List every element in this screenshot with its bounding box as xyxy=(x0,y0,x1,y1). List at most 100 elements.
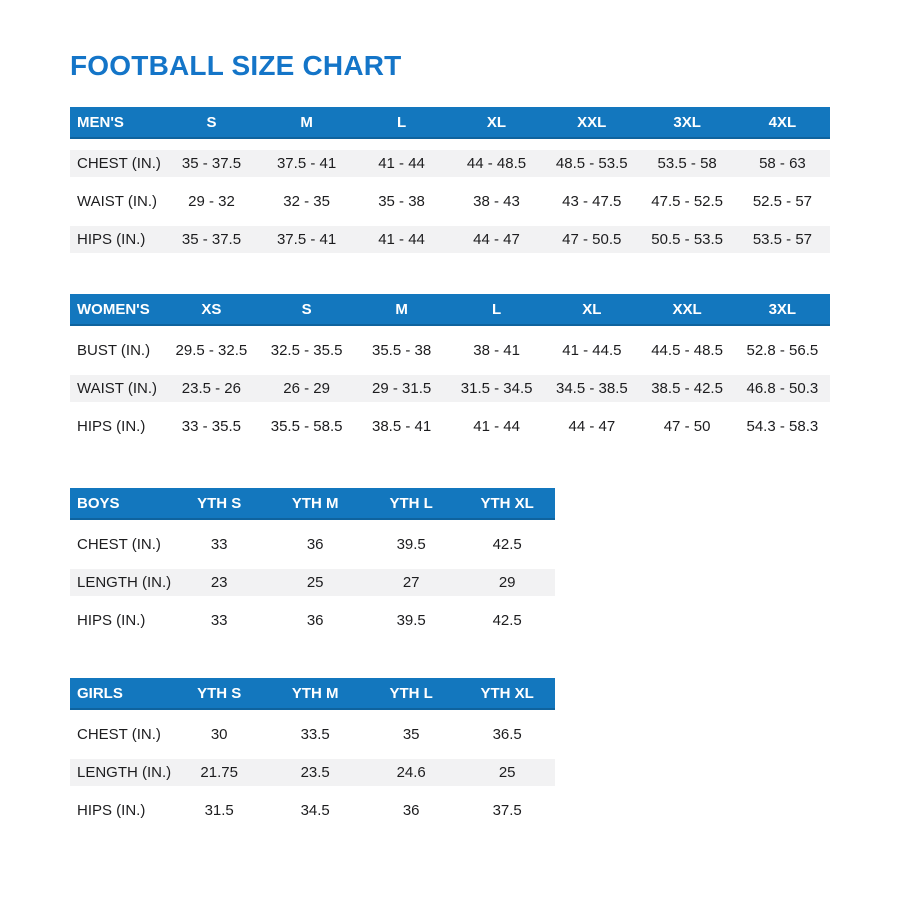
measurement-cell: 41 - 44.5 xyxy=(562,342,622,359)
measurement-cell: 58 - 63 xyxy=(734,150,830,177)
womens-column-header-xl: XL xyxy=(544,294,640,326)
mens-column-header-3xl: 3XL xyxy=(639,107,735,139)
measurement-cell: 38 - 41 xyxy=(473,342,520,359)
table-row: BUST (IN.) 29.5 - 32.5 32.5 - 35.5 35.5 - 3… xyxy=(70,337,830,364)
measurement-cell: 32 - 35 xyxy=(283,193,330,210)
table-row: LENGTH (IN.) 23 25 27 29 xyxy=(70,569,556,596)
mens-section-label: MEN'S xyxy=(70,107,164,139)
mens-column-header-xxl: XXL xyxy=(544,107,640,139)
measurement-cell: 33 xyxy=(210,612,228,629)
measurement-cell: 53.5 - 57 xyxy=(734,226,830,253)
row-label: HIPS (IN.) xyxy=(77,802,146,819)
measurement-cell: 41 - 44 xyxy=(473,418,520,435)
measurement-cell: 31.5 xyxy=(204,802,234,819)
measurement-cell: 29.5 - 32.5 xyxy=(175,342,248,359)
measurement-cell: 35 - 38 xyxy=(378,193,425,210)
measurement-cell: 47 - 50 xyxy=(663,418,711,435)
measurement-cell: 25 xyxy=(267,569,364,596)
page-title: FOOTBALL SIZE CHART xyxy=(70,50,402,81)
womens-column-header-s: S xyxy=(258,294,355,326)
mens-header-row: MEN'S S M L XL XXL 3XL 4XL xyxy=(70,107,830,139)
measurement-cell: 26 - 29 xyxy=(258,375,355,402)
row-label: CHEST (IN.) xyxy=(70,150,164,177)
row-label: HIPS (IN.) xyxy=(77,612,146,629)
girls-size-table: GIRLS YTH S YTH M YTH L YTH XL CHEST (IN.) 30 3… xyxy=(70,667,556,835)
measurement-cell: 44 - 47 xyxy=(448,226,545,253)
measurement-cell: 52.5 - 57 xyxy=(752,193,813,210)
measurement-cell: 47 - 50.5 xyxy=(544,226,640,253)
girls-section-label: GIRLS xyxy=(70,678,172,710)
measurement-cell: 37.5 - 41 xyxy=(259,226,355,253)
womens-section-label: WOMEN'S xyxy=(70,294,164,326)
measurement-cell: 42.5 xyxy=(492,536,522,553)
measurement-cell: 23.5 - 26 xyxy=(163,375,259,402)
measurement-cell: 43 - 47.5 xyxy=(562,193,622,210)
measurement-cell: 38 - 43 xyxy=(473,193,520,210)
mens-column-header-m: M xyxy=(259,107,355,139)
measurement-cell: 44 - 48.5 xyxy=(448,150,545,177)
measurement-cell: 36 xyxy=(306,612,324,629)
measurement-cell: 52.8 - 56.5 xyxy=(746,342,819,359)
girls-column-header-yth-s: YTH S xyxy=(171,678,268,710)
measurement-cell: 38.5 - 41 xyxy=(372,418,432,435)
measurement-cell: 33 - 35.5 xyxy=(181,418,241,435)
measurement-cell: 35 xyxy=(402,726,420,743)
measurement-cell: 37.5 xyxy=(492,802,522,819)
womens-column-header-xxl: XXL xyxy=(639,294,735,326)
row-label: LENGTH (IN.) xyxy=(70,759,172,786)
boys-header-row: BOYS YTH S YTH M YTH L YTH XL xyxy=(70,488,556,520)
row-label: LENGTH (IN.) xyxy=(70,569,172,596)
womens-column-header-3xl: 3XL xyxy=(734,294,830,326)
size-tables-container: MEN'S S M L XL XXL 3XL 4XL CHEST (IN.) 35 - 37.5 3… xyxy=(70,96,830,835)
measurement-cell: 29 xyxy=(459,569,556,596)
measurement-cell: 35 - 37.5 xyxy=(163,226,260,253)
measurement-cell: 24.6 xyxy=(363,759,460,786)
measurement-cell: 33 xyxy=(210,536,228,553)
measurement-cell: 36 xyxy=(402,802,420,819)
table-row: WAIST (IN.) 23.5 - 26 26 - 29 29 - 31.5 31.5… xyxy=(70,375,830,402)
measurement-cell: 33.5 xyxy=(300,726,330,743)
measurement-cell: 23 xyxy=(171,569,268,596)
measurement-cell: 47.5 - 52.5 xyxy=(651,193,724,210)
table-row: CHEST (IN.) 30 33.5 35 36.5 xyxy=(70,721,555,748)
mens-column-header-s: S xyxy=(163,107,260,139)
measurement-cell: 30 xyxy=(210,726,228,743)
table-row: HIPS (IN.) 31.5 34.5 36 37.5 xyxy=(70,797,555,824)
boys-size-table: BOYS YTH S YTH M YTH L YTH XL CHEST (IN.) 33 36… xyxy=(70,477,556,645)
womens-column-header-xs: XS xyxy=(163,294,259,326)
measurement-cell: 21.75 xyxy=(171,759,268,786)
womens-header-row: WOMEN'S XS S M L XL XXL 3XL xyxy=(70,294,830,326)
measurement-cell: 27 xyxy=(363,569,460,596)
table-row: CHEST (IN.) 33 36 39.5 42.5 xyxy=(70,531,555,558)
womens-column-header-l: L xyxy=(449,294,545,326)
mens-size-table: MEN'S S M L XL XXL 3XL 4XL CHEST (IN.) 35 - 37.5 3… xyxy=(70,96,830,264)
measurement-cell: 34.5 - 38.5 xyxy=(544,375,640,402)
girls-column-header-yth-m: YTH M xyxy=(267,678,364,710)
measurement-cell: 23.5 xyxy=(267,759,364,786)
womens-column-header-m: M xyxy=(354,294,450,326)
measurement-cell: 35.5 - 38 xyxy=(372,342,432,359)
measurement-cell: 41 - 44 xyxy=(354,226,449,253)
measurement-cell: 50.5 - 53.5 xyxy=(639,226,735,253)
measurement-cell: 36.5 xyxy=(492,726,522,743)
measurement-cell: 35.5 - 58.5 xyxy=(270,418,343,435)
mens-column-header-4xl: 4XL xyxy=(734,107,830,139)
table-row: WAIST (IN.) 29 - 32 32 - 35 35 - 38 38 - 43 4… xyxy=(70,188,830,215)
boys-column-header-yth-s: YTH S xyxy=(171,488,268,520)
measurement-cell: 39.5 xyxy=(396,612,426,629)
womens-size-table: WOMEN'S XS S M L XL XXL 3XL BUST (IN.) 29.5 - 32.… xyxy=(70,283,830,451)
measurement-cell: 41 - 44 xyxy=(354,150,449,177)
measurement-cell: 48.5 - 53.5 xyxy=(544,150,640,177)
table-row: LENGTH (IN.) 21.75 23.5 24.6 25 xyxy=(70,759,556,786)
girls-column-header-yth-xl: YTH XL xyxy=(459,678,556,710)
measurement-cell: 53.5 - 58 xyxy=(639,150,735,177)
row-label: WAIST (IN.) xyxy=(77,193,157,210)
table-row: HIPS (IN.) 33 - 35.5 35.5 - 58.5 38.5 - 41 4… xyxy=(70,413,830,440)
row-label: CHEST (IN.) xyxy=(77,726,161,743)
boys-section-label: BOYS xyxy=(70,488,172,520)
table-row: HIPS (IN.) 33 36 39.5 42.5 xyxy=(70,607,555,634)
measurement-cell: 54.3 - 58.3 xyxy=(746,418,819,435)
measurement-cell: 38.5 - 42.5 xyxy=(639,375,735,402)
boys-column-header-yth-m: YTH M xyxy=(267,488,364,520)
